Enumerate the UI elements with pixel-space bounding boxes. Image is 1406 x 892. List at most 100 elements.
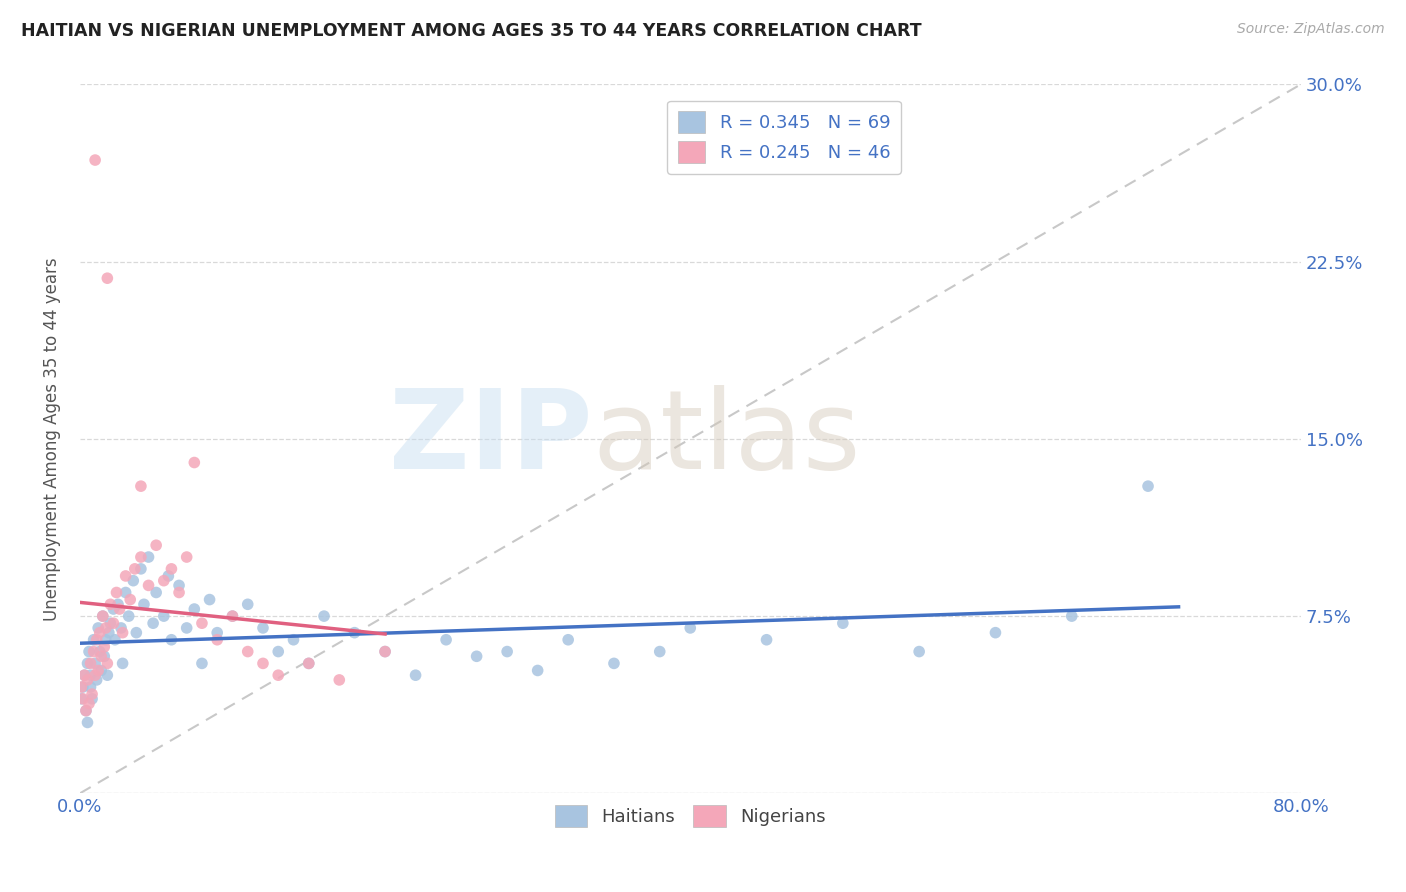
Point [91,609,114,624]
Point [236,597,259,611]
Point [73,668,96,682]
Point [167,578,190,592]
Point [138,549,160,564]
Point [108,602,131,616]
Point [105,585,128,599]
Point [100,597,122,611]
Point [465,649,488,664]
Point [267,644,290,658]
Text: Source: ZipAtlas.com: Source: ZipAtlas.com [1237,22,1385,37]
Point [496,644,519,658]
Point [100,616,122,631]
Point [76,657,98,671]
Y-axis label: Unemployment Among Ages 35 to 44 years: Unemployment Among Ages 35 to 44 years [44,257,60,621]
Point [167,585,190,599]
Point [89,625,111,640]
Point [96,668,118,682]
Point [557,632,579,647]
Point [107,597,129,611]
Point [70,680,93,694]
Point [908,644,931,658]
Point [79,680,101,694]
Text: ZIP: ZIP [389,385,592,492]
Point [120,592,142,607]
Point [93,640,115,654]
Point [648,644,671,658]
Point [138,578,160,592]
Point [70,691,93,706]
Point [90,649,112,664]
Point [125,625,148,640]
Point [176,621,198,635]
Point [157,569,180,583]
Point [984,625,1007,640]
Point [129,479,152,493]
Point [160,562,183,576]
Point [83,644,105,658]
Point [84,668,107,682]
Point [132,597,155,611]
Point [90,664,112,678]
Point [76,715,98,730]
Point [198,592,221,607]
Point [152,609,174,624]
Point [221,609,243,624]
Point [114,585,136,599]
Point [84,657,107,671]
Point [93,649,115,664]
Point [526,664,548,678]
Point [267,668,290,682]
Point [129,562,152,576]
Point [129,549,152,564]
Point [236,644,259,658]
Point [79,668,101,682]
Point [84,153,107,167]
Point [183,602,205,616]
Point [103,602,125,616]
Point [328,673,350,687]
Point [205,625,228,640]
Point [312,609,335,624]
Point [122,574,145,588]
Point [75,704,97,718]
Point [87,664,110,678]
Point [343,625,366,640]
Point [1137,479,1160,493]
Point [160,632,183,647]
Point [176,549,198,564]
Point [374,644,396,658]
Point [73,668,96,682]
Point [374,644,396,658]
Point [183,456,205,470]
Point [103,616,125,631]
Text: atlas: atlas [592,385,860,492]
Point [205,632,228,647]
Point [252,657,274,671]
Point [1060,609,1083,624]
Point [142,616,165,631]
Point [91,609,114,624]
Point [72,691,94,706]
Point [86,632,108,647]
Legend: Haitians, Nigerians: Haitians, Nigerians [547,797,834,834]
Point [77,697,100,711]
Point [221,609,243,624]
Point [80,687,103,701]
Point [80,691,103,706]
Point [110,621,132,635]
Text: HAITIAN VS NIGERIAN UNEMPLOYMENT AMONG AGES 35 TO 44 YEARS CORRELATION CHART: HAITIAN VS NIGERIAN UNEMPLOYMENT AMONG A… [21,22,922,40]
Point [76,673,98,687]
Point [191,616,214,631]
Point [191,657,214,671]
Point [111,625,134,640]
Point [298,657,321,671]
Point [97,625,120,640]
Point [83,632,105,647]
Point [298,657,321,671]
Point [145,538,167,552]
Point [603,657,626,671]
Point [75,704,97,718]
Point [96,271,118,285]
Point [679,621,702,635]
Point [96,657,118,671]
